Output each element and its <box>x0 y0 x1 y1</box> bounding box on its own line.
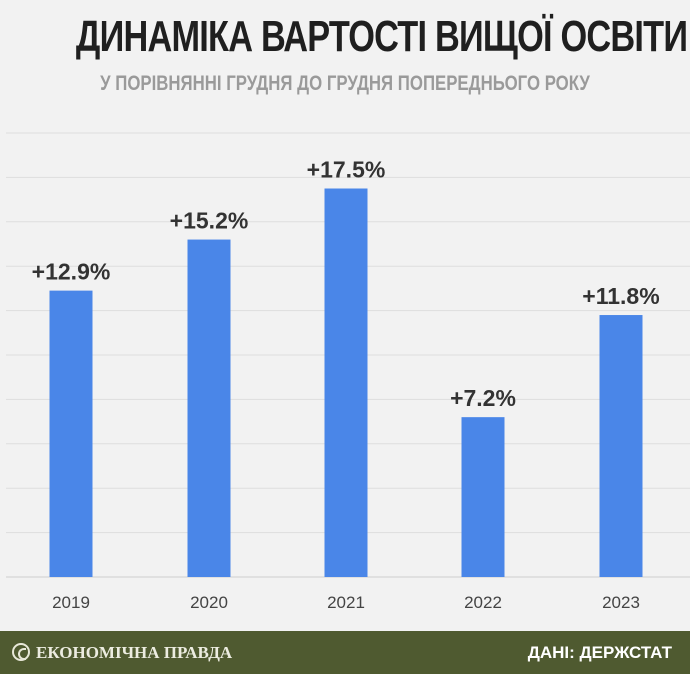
brand-name: ЕКОНОМІЧНА ПРАВДА <box>36 643 233 662</box>
x-tick-label-2021: 2021 <box>327 593 365 612</box>
x-tick-label-2019: 2019 <box>52 593 90 612</box>
footer-bar: ЕКОНОМІЧНА ПРАВДА ДАНІ: ДЕРЖСТАТ <box>0 631 690 674</box>
value-label-2019: +12.9% <box>32 259 111 285</box>
brand-logo-icon <box>12 643 30 661</box>
bar-2020 <box>187 239 231 577</box>
bar-chart: +12.9% 2019 +15.2% 2020 +17.5% 2021 +7.2% 2022 +… <box>6 132 690 612</box>
data-source: ДАНІ: ДЕРЖСТАТ <box>527 643 672 662</box>
value-label-2020: +15.2% <box>170 208 249 234</box>
x-tick-label-2022: 2022 <box>464 593 502 612</box>
value-label-2021: +17.5% <box>307 157 386 183</box>
value-label-2022: +7.2% <box>450 385 516 411</box>
bar-2021 <box>324 188 368 577</box>
bar-2019 <box>49 290 93 577</box>
chart-title: ДИНАМІКА ВАРТОСТІ ВИЩОЇ ОСВІТИ <box>75 12 688 61</box>
bar-2023 <box>599 315 643 577</box>
x-tick-label-2023: 2023 <box>602 593 640 612</box>
chart-subtitle: У ПОРІВНЯННІ ГРУДНЯ ДО ГРУДНЯ ПОПЕРЕДНЬО… <box>100 72 590 95</box>
bar-2022 <box>461 417 505 577</box>
x-tick-label-2020: 2020 <box>190 593 228 612</box>
value-label-2023: +11.8% <box>582 283 659 309</box>
